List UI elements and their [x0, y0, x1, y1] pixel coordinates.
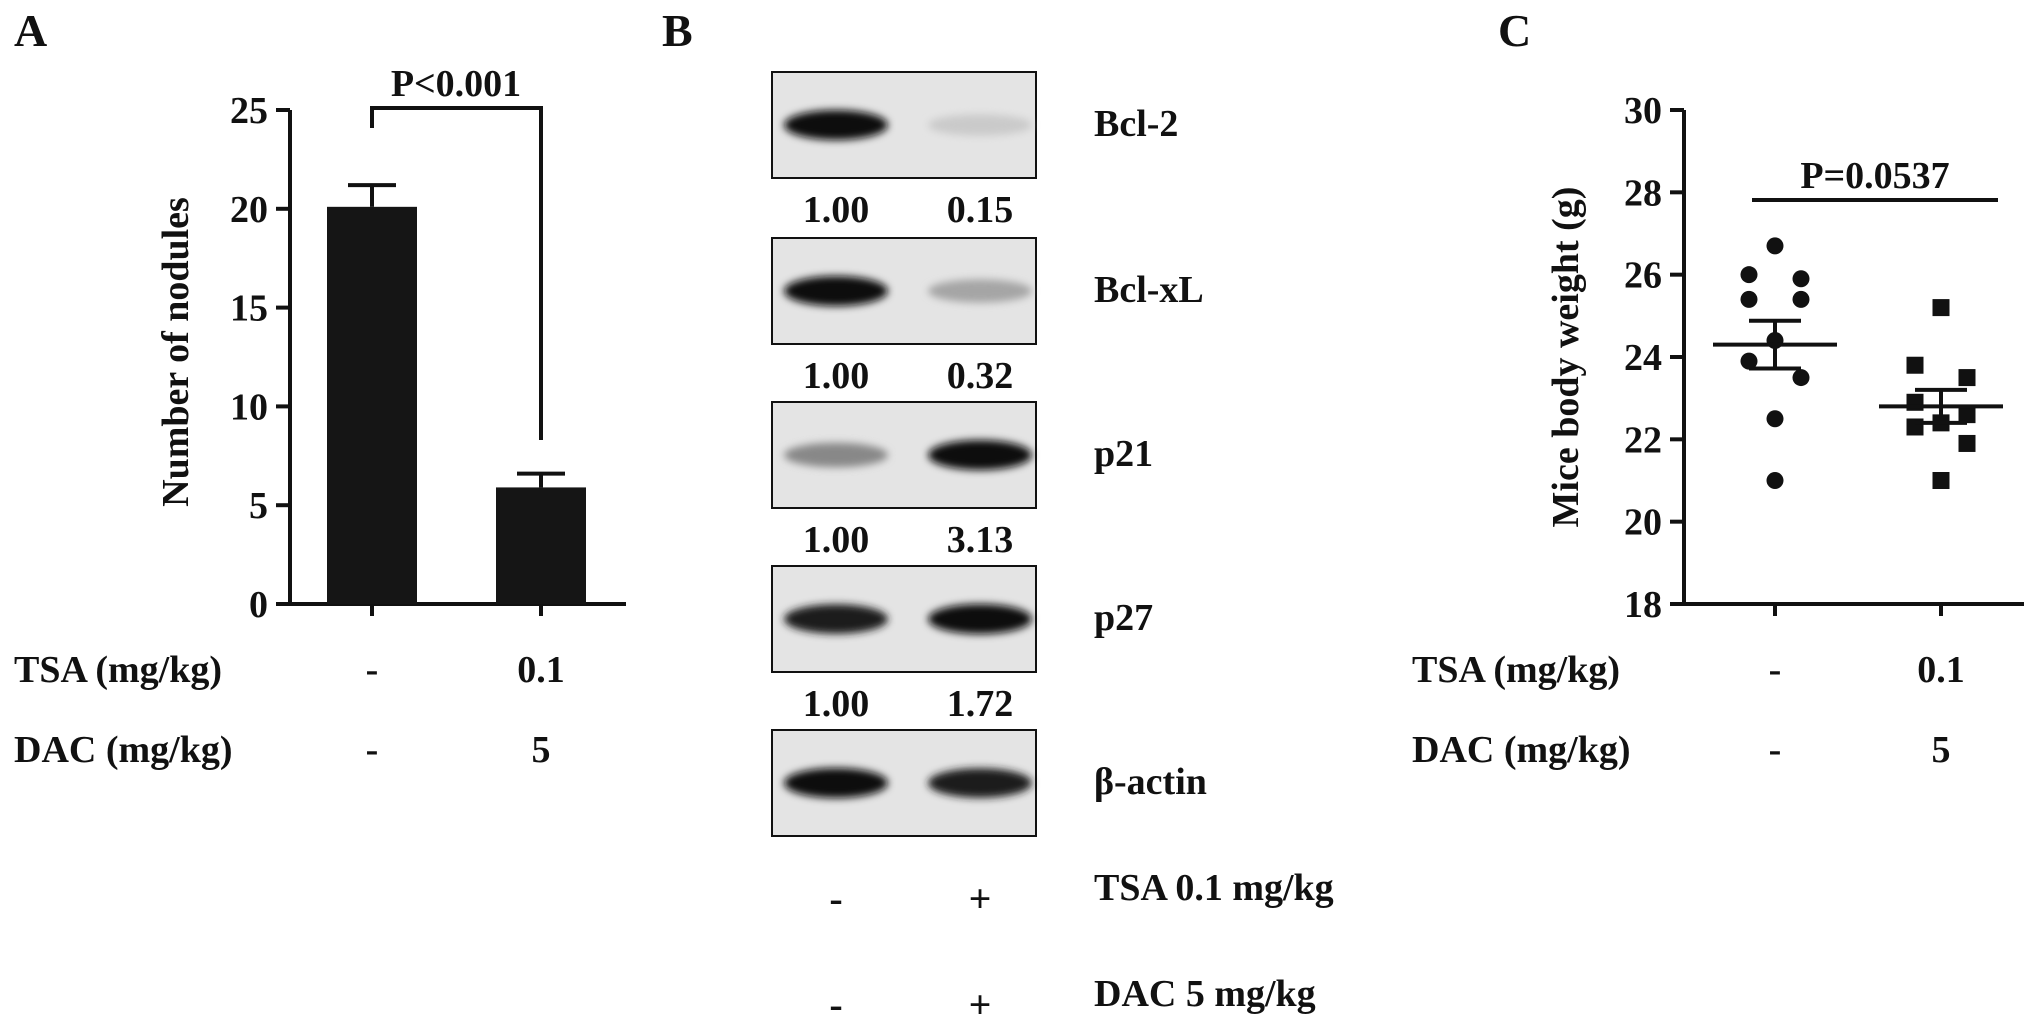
blot-tsa-treated-sign: +	[969, 876, 992, 921]
blot-band-label: p21	[1094, 433, 1153, 475]
data-point	[1932, 299, 1950, 317]
protein-band	[928, 440, 1032, 470]
data-point	[1766, 410, 1784, 428]
bar	[327, 206, 417, 604]
blot-ratio: 3.13	[947, 519, 1014, 561]
panel-a-y-tick-label: 25	[230, 90, 268, 132]
panel-a-tsa-control: -	[366, 649, 379, 691]
panel-c-tsa-treated: 0.1	[1917, 649, 1965, 691]
data-point	[1906, 356, 1924, 374]
panel-letter-c: C	[1498, 5, 1531, 56]
panel-c-p-value: P=0.0537	[1800, 155, 1949, 197]
blot-row: β-actin	[771, 729, 1207, 837]
data-point	[1792, 270, 1810, 288]
blot-row: Bcl-2 1.00 0.15	[771, 71, 1178, 231]
data-point	[1958, 406, 1976, 424]
blot-dac-label: DAC 5 mg/kg	[1094, 973, 1316, 1015]
panel-c-points	[1713, 237, 2003, 489]
protein-band	[928, 604, 1032, 634]
panel-c-y-tick-label: 22	[1624, 419, 1662, 461]
blot-tsa-control-sign: -	[829, 876, 842, 921]
panel-a-p-value: P<0.001	[391, 63, 521, 105]
panel-letter-a: A	[14, 5, 47, 56]
data-point	[1740, 266, 1758, 284]
blot-ratio: 1.00	[803, 683, 870, 725]
data-point	[1792, 369, 1810, 387]
blot-row: Bcl-xL 1.00 0.32	[771, 237, 1204, 397]
blot-row: p27 1.00 1.72	[771, 565, 1153, 725]
panel-c-dac-control: -	[1769, 729, 1782, 771]
blot-ratio: 1.00	[803, 355, 870, 397]
protein-band	[784, 276, 888, 306]
panel-a-y-axis-label: Number of nodules	[155, 197, 197, 507]
blot-tsa-label: TSA 0.1 mg/kg	[1094, 867, 1334, 909]
blot-band-label: Bcl-xL	[1094, 269, 1204, 311]
protein-band	[784, 768, 888, 798]
data-point	[1766, 237, 1784, 255]
data-point	[1740, 290, 1758, 308]
data-point	[1958, 434, 1976, 452]
panel-letter-b: B	[662, 5, 693, 56]
data-point	[1766, 472, 1784, 489]
blot-band-label: Bcl-2	[1094, 103, 1178, 145]
protein-band	[784, 110, 888, 140]
blot-band-label: p27	[1094, 597, 1153, 639]
panel-c-y-tick-label: 20	[1624, 502, 1662, 544]
blot-ratio: 0.32	[947, 355, 1014, 397]
panel-a-y-tick-label: 15	[230, 288, 268, 330]
panel-c-y-tick-label: 28	[1624, 172, 1662, 214]
protein-band	[928, 768, 1032, 798]
blot-dac-control-sign: -	[829, 982, 842, 1027]
panel-c-y-tick-label: 24	[1624, 337, 1662, 379]
blot-ratio: 1.00	[803, 519, 870, 561]
blot-dac-treated-sign: +	[969, 982, 992, 1027]
blot-band-label: β-actin	[1094, 761, 1207, 803]
protein-band	[928, 114, 1032, 136]
panel-c-y-tick-label: 26	[1624, 255, 1662, 297]
data-point	[1740, 352, 1758, 370]
blot-row: p21 1.00 3.13	[771, 401, 1153, 561]
panel-a-bars	[327, 183, 586, 604]
panel-a-y-tick-label: 20	[230, 189, 268, 231]
panel-a-dac-label: DAC (mg/kg)	[14, 729, 232, 771]
bar	[496, 487, 586, 604]
panel-a-y-tick-label: 0	[249, 584, 268, 626]
panel-a-tsa-label: TSA (mg/kg)	[14, 649, 222, 691]
panel-c-y-ticks: 18 20 22 24 26 28 30	[1624, 90, 1684, 626]
panel-a-y-tick-label: 5	[249, 485, 268, 527]
panel-c-scatter-chart: Mice body weight (g) 18 20 22 24 26 28 30 P=0.…	[1412, 90, 2024, 771]
protein-band	[928, 279, 1032, 303]
blot-ratio: 0.15	[947, 189, 1014, 231]
panel-a-y-ticks: 0 5 10 15 20 25	[230, 90, 290, 626]
panel-a-significance-bracket	[370, 106, 543, 440]
panel-a-dac-control: -	[366, 729, 379, 771]
data-point	[1792, 290, 1810, 308]
panel-a-bar-chart: Number of nodules 0 5 10 15 20 25 P<0.001 TSA…	[14, 63, 626, 771]
data-point	[1958, 369, 1976, 387]
panel-c-tsa-control: -	[1769, 649, 1782, 691]
protein-band	[784, 604, 888, 634]
panel-a-y-tick-label: 10	[230, 386, 268, 428]
panel-c-tsa-label: TSA (mg/kg)	[1412, 649, 1620, 691]
data-point	[1932, 472, 1950, 489]
panel-a-dac-treated: 5	[532, 729, 551, 771]
blot-ratio: 1.00	[803, 189, 870, 231]
panel-c-dac-label: DAC (mg/kg)	[1412, 729, 1630, 771]
panel-a-tsa-treated: 0.1	[517, 649, 565, 691]
blot-ratio: 1.72	[947, 683, 1014, 725]
panel-c-y-tick-label: 30	[1624, 90, 1662, 132]
panel-c-y-axis-label: Mice body weight (g)	[1545, 187, 1587, 528]
panel-c-y-tick-label: 18	[1624, 584, 1662, 626]
protein-band	[784, 442, 888, 468]
panel-c-dac-treated: 5	[1932, 729, 1951, 771]
